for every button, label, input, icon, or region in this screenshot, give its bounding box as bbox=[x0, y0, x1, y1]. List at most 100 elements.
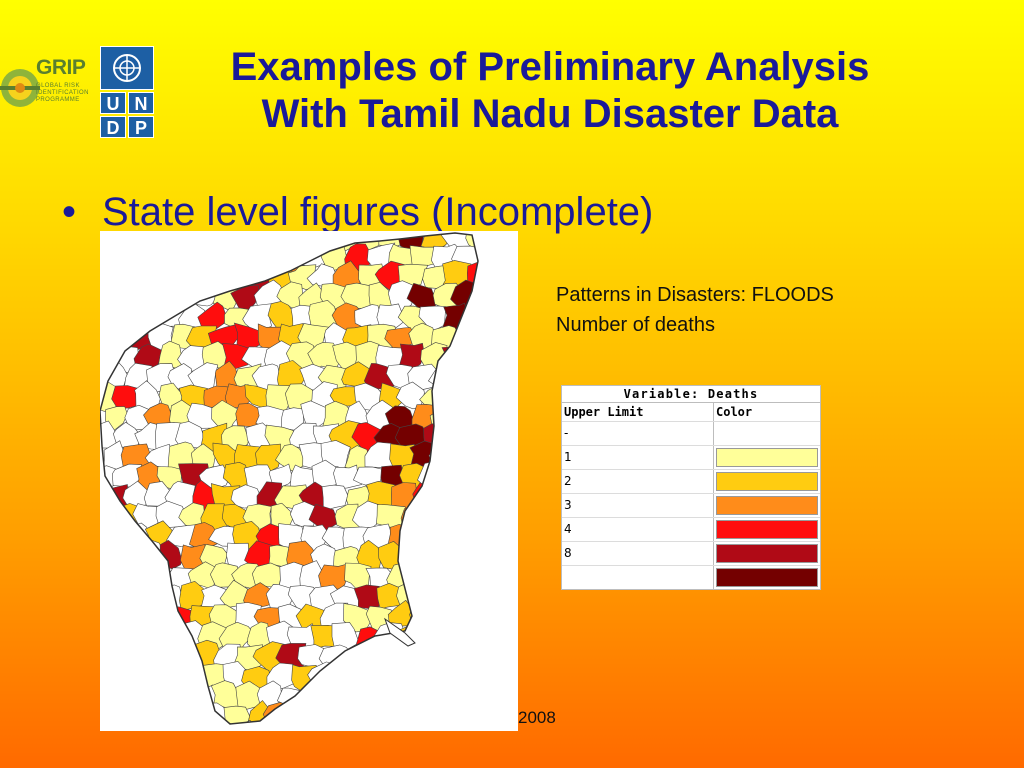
map-caption: Patterns in Disasters: FLOODS Number of … bbox=[556, 280, 834, 340]
district-region bbox=[508, 262, 518, 291]
district-region bbox=[100, 684, 135, 711]
district-region bbox=[451, 443, 478, 470]
district-region bbox=[498, 722, 518, 731]
district-region bbox=[505, 231, 518, 251]
district-region bbox=[453, 680, 478, 708]
district-region bbox=[486, 231, 513, 253]
district-region bbox=[167, 725, 196, 731]
district-region bbox=[353, 584, 382, 610]
district-region bbox=[484, 464, 513, 490]
district-region bbox=[430, 482, 460, 512]
district-region bbox=[507, 465, 518, 492]
district-region bbox=[323, 683, 351, 712]
district-region bbox=[211, 399, 241, 433]
district-region bbox=[432, 523, 460, 553]
district-region bbox=[176, 263, 208, 293]
district-region bbox=[100, 642, 131, 670]
legend-color-cell bbox=[714, 446, 820, 469]
district-region bbox=[477, 602, 478, 632]
district-region bbox=[486, 385, 518, 413]
district-region bbox=[210, 242, 241, 271]
district-region bbox=[434, 723, 459, 724]
district-region bbox=[496, 604, 518, 629]
district-region bbox=[509, 702, 518, 729]
district-region bbox=[409, 600, 443, 630]
district-region bbox=[366, 684, 392, 713]
district-region bbox=[511, 506, 518, 528]
district-region bbox=[155, 702, 185, 724]
district-region bbox=[407, 684, 438, 711]
district-region bbox=[275, 721, 307, 724]
district-region bbox=[188, 244, 216, 272]
legend-row: 8 bbox=[562, 542, 820, 566]
legend-color-cell bbox=[714, 422, 820, 445]
legend-color-cell bbox=[714, 470, 820, 493]
bullet-item: • State level figures (Incomplete) bbox=[62, 190, 653, 235]
district-region bbox=[112, 704, 143, 724]
legend-limit bbox=[562, 566, 714, 589]
district-region bbox=[112, 303, 142, 329]
district-region bbox=[443, 662, 470, 691]
district-region bbox=[439, 582, 475, 614]
district-region bbox=[453, 481, 478, 511]
district-region bbox=[100, 280, 129, 310]
map-legend: Variable: Deaths Upper Limit Color - 1 2… bbox=[561, 385, 821, 590]
legend-color-cell bbox=[714, 566, 820, 589]
un-emblem-icon bbox=[100, 46, 154, 90]
district-region bbox=[477, 563, 478, 594]
district-region bbox=[461, 703, 478, 724]
undp-logo: U N D P bbox=[100, 46, 154, 138]
district-region bbox=[120, 245, 153, 271]
legend-swatch bbox=[716, 448, 818, 467]
district-region bbox=[100, 701, 119, 724]
district-region bbox=[498, 486, 518, 514]
bullet-marker: • bbox=[62, 190, 77, 234]
district-region bbox=[431, 560, 463, 591]
district-region bbox=[197, 301, 227, 332]
district-region bbox=[220, 233, 249, 250]
district-region bbox=[442, 463, 475, 492]
legend-color-cell bbox=[714, 542, 820, 565]
district-region bbox=[374, 700, 405, 724]
district-region bbox=[198, 464, 231, 490]
district-region bbox=[488, 506, 518, 528]
district-region bbox=[440, 540, 470, 571]
district-region bbox=[109, 539, 143, 572]
district-region bbox=[495, 447, 518, 471]
district-region bbox=[198, 259, 230, 294]
district-region bbox=[474, 283, 478, 312]
district-region bbox=[266, 233, 293, 252]
grip-subtitle: GLOBAL RISK IDENTIFICATION PROGRAMME bbox=[36, 83, 89, 103]
caption-line-2: Number of deaths bbox=[556, 314, 715, 336]
district-region bbox=[386, 641, 416, 673]
district-region bbox=[124, 640, 152, 669]
district-region bbox=[330, 663, 365, 691]
district-region bbox=[486, 705, 514, 727]
district-region bbox=[487, 544, 516, 571]
district-region bbox=[167, 685, 200, 711]
district-region bbox=[318, 563, 349, 592]
district-region bbox=[497, 683, 518, 708]
district-region bbox=[438, 503, 472, 528]
district-region bbox=[186, 723, 218, 724]
district-region bbox=[341, 680, 371, 709]
district-region bbox=[428, 442, 463, 470]
legend-swatch bbox=[716, 496, 818, 515]
legend-row: 3 bbox=[562, 494, 820, 518]
district-region bbox=[498, 321, 518, 351]
district-region bbox=[100, 583, 121, 612]
district-region bbox=[309, 703, 338, 724]
district-region bbox=[145, 682, 173, 714]
district-region bbox=[484, 663, 514, 694]
slide-title: Examples of Preliminary Analysis With Ta… bbox=[170, 44, 930, 138]
undp-letter-n: N bbox=[128, 92, 154, 114]
legend-limit: 1 bbox=[562, 446, 714, 469]
district-region bbox=[375, 666, 407, 692]
legend-limit: 3 bbox=[562, 494, 714, 517]
district-region bbox=[488, 624, 518, 652]
district-region bbox=[100, 263, 122, 291]
title-line-1: Examples of Preliminary Analysis bbox=[230, 45, 870, 89]
district-region bbox=[123, 725, 153, 731]
district-region bbox=[146, 284, 174, 314]
district-region bbox=[288, 233, 318, 252]
